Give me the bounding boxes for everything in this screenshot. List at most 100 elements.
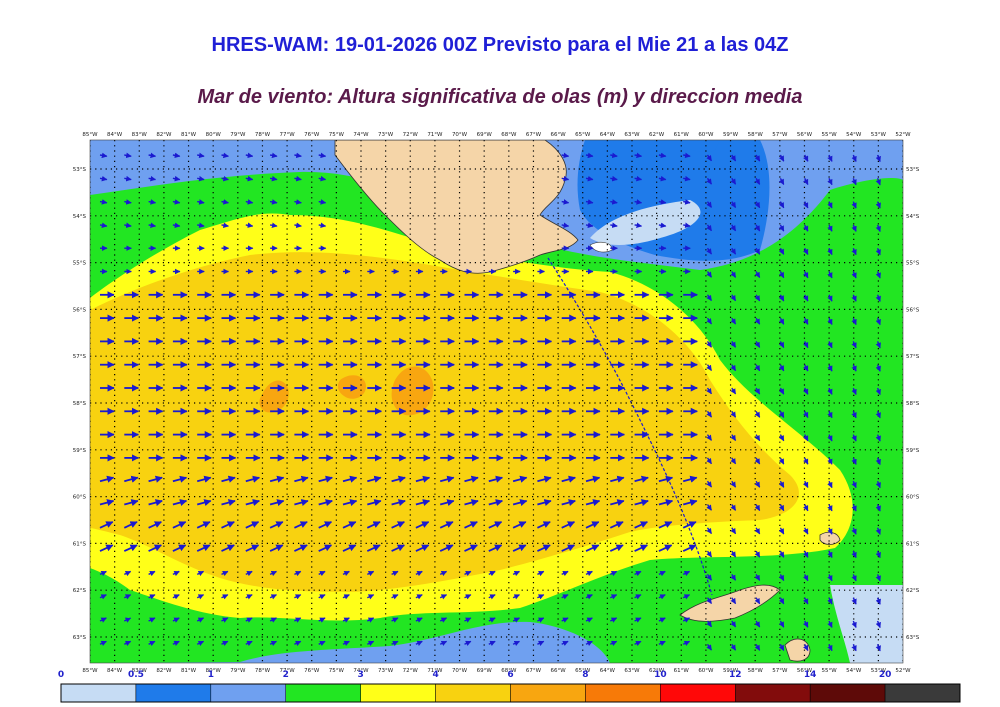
wave-arrow: [439, 521, 454, 529]
wave-arrow: [730, 527, 737, 535]
wave-arrow: [778, 247, 785, 255]
wave-arrow: [875, 480, 881, 489]
wave-arrow: [875, 154, 881, 163]
longitude-label: 55°W: [821, 668, 837, 674]
wave-arrow: [706, 201, 713, 208]
wave-arrow: [706, 643, 713, 651]
wave-arrow: [99, 521, 114, 529]
wave-arrow: [123, 521, 138, 529]
wave-arrow: [754, 527, 761, 535]
wave-arrow: [561, 499, 576, 507]
wave-arrow: [221, 475, 236, 483]
wave-arrow: [851, 364, 857, 372]
wave-arrow: [294, 175, 302, 182]
wave-arrow: [318, 594, 326, 600]
wave-arrow: [610, 499, 625, 507]
wave-arrow: [99, 544, 114, 552]
legend-tick-label: 12: [729, 670, 742, 680]
longitude-label: 65°W: [575, 132, 591, 138]
wave-arrow: [706, 480, 713, 488]
wave-arrow: [827, 480, 833, 489]
wave-arrow: [197, 199, 205, 205]
wave-arrow: [221, 544, 235, 552]
wave-arrow: [851, 434, 857, 442]
longitude-label: 56°W: [797, 132, 813, 138]
wave-arrow: [706, 154, 713, 162]
latitude-label: 63°S: [906, 635, 920, 641]
wave-arrow: [610, 640, 618, 647]
wave-arrow: [706, 620, 713, 628]
wave-arrow: [875, 247, 881, 256]
wave-arrow: [706, 341, 713, 348]
wave-arrow: [294, 570, 302, 577]
wave-arrow: [754, 364, 761, 372]
wave-arrow: [754, 504, 761, 512]
wave-arrow: [537, 521, 551, 529]
wave-arrow: [875, 527, 881, 535]
wave-arrow: [172, 594, 180, 600]
wave-arrow: [585, 544, 600, 552]
wave-arrow: [269, 617, 277, 623]
wave-arrow: [730, 504, 737, 511]
wave-arrow: [778, 387, 785, 395]
wave-arrow: [851, 644, 857, 652]
wave-arrow: [172, 222, 181, 228]
wave-arrow: [634, 594, 642, 600]
wave-arrow: [827, 504, 833, 512]
wave-arrow: [221, 594, 229, 600]
wave-arrow: [221, 499, 236, 507]
wave-arrow: [221, 617, 229, 623]
legend-tick-label: 1: [208, 670, 214, 680]
wave-arrow: [803, 294, 809, 302]
wave-arrow: [730, 643, 737, 651]
wave-arrow: [245, 594, 253, 600]
wave-arrow: [148, 499, 163, 507]
wave-arrow: [803, 341, 809, 349]
longitude-label: 63°W: [624, 668, 640, 674]
wave-arrow: [488, 499, 504, 507]
wave-arrow: [367, 594, 375, 600]
wave-arrow: [754, 643, 761, 651]
wave-arrow: [464, 570, 472, 577]
legend-swatch: [435, 683, 511, 703]
wave-arrow: [585, 521, 600, 529]
wave-arrow: [585, 499, 601, 507]
wave-arrow: [851, 154, 857, 162]
wave-arrow: [754, 387, 761, 395]
wave-arrow: [610, 152, 618, 159]
longitude-label: 62°W: [649, 132, 665, 138]
wave-arrow: [269, 521, 284, 529]
longitude-label: 70°W: [452, 668, 468, 674]
wave-arrow: [778, 574, 785, 582]
wave-arrow: [682, 521, 697, 529]
wave-arrow: [148, 570, 156, 577]
wave-arrow: [561, 544, 576, 552]
wave-arrow: [196, 475, 212, 483]
wave-arrow: [851, 550, 857, 559]
wave-arrow: [754, 341, 761, 348]
wave-arrow: [537, 544, 551, 552]
longitude-label: 67°W: [526, 132, 542, 138]
wave-arrow: [245, 475, 261, 483]
legend-swatch: [735, 683, 811, 703]
wave-arrow: [875, 550, 881, 559]
wave-arrow: [634, 544, 648, 552]
latitude-label: 54°S: [73, 214, 87, 220]
longitude-label: 62°W: [649, 668, 665, 674]
latitude-label: 58°S: [73, 401, 87, 407]
wave-arrow: [318, 499, 333, 507]
longitude-label: 85°W: [82, 132, 98, 138]
wave-arrow: [730, 480, 737, 488]
wave-arrow: [706, 177, 713, 185]
wave-arrow: [318, 175, 327, 182]
wave-arrow: [827, 154, 833, 162]
longitude-label: 66°W: [550, 132, 566, 138]
wave-arrow: [827, 597, 833, 605]
wave-arrow: [318, 521, 333, 529]
wave-arrow: [851, 527, 857, 535]
wave-arrow: [778, 643, 785, 651]
wave-arrow: [512, 640, 520, 647]
wave-arrow: [172, 640, 180, 647]
legend-tick-label: 0.5: [128, 670, 144, 680]
wave-arrow: [342, 544, 357, 552]
